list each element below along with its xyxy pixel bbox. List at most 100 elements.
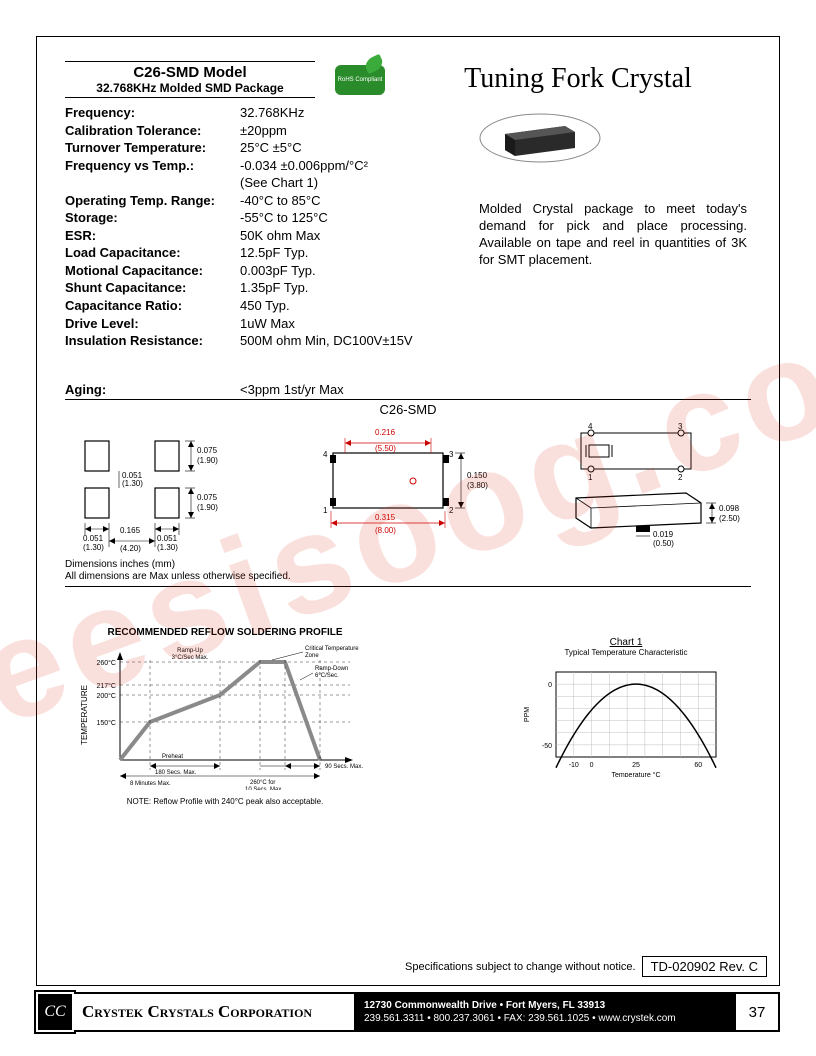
svg-text:Critical Temperature: Critical Temperature bbox=[305, 646, 359, 652]
disclaimer-text: Specifications subject to change without… bbox=[405, 961, 636, 973]
spec-row: Load Capacitance:12.5pF Typ. bbox=[65, 244, 445, 262]
svg-text:1: 1 bbox=[588, 473, 593, 482]
svg-text:PPM: PPM bbox=[524, 706, 531, 721]
spec-label bbox=[65, 174, 240, 192]
spec-value: 1.35pF Typ. bbox=[240, 279, 445, 297]
svg-text:0.216: 0.216 bbox=[375, 428, 396, 437]
spec-label: Drive Level: bbox=[65, 315, 240, 333]
svg-text:(8.00): (8.00) bbox=[375, 526, 396, 535]
svg-text:180 Secs. Max.: 180 Secs. Max. bbox=[155, 770, 197, 776]
company-address-line1: 12730 Commonwealth Drive • Fort Myers, F… bbox=[364, 999, 734, 1012]
spec-value: 500M ohm Min, DC100V±15V bbox=[240, 332, 445, 350]
svg-text:10 Secs. Max.: 10 Secs. Max. bbox=[245, 787, 283, 790]
spec-row: Turnover Temperature:25°C ±5°C bbox=[65, 139, 445, 157]
spec-row: Drive Level:1uW Max bbox=[65, 315, 445, 333]
temperature-characteristic-chart: 0-50PPM-1002560Temperature °C bbox=[511, 657, 741, 777]
svg-text:8 Minutes Max.: 8 Minutes Max. bbox=[130, 781, 171, 787]
chart1-title: Chart 1 bbox=[511, 637, 741, 648]
spec-label: Load Capacitance: bbox=[65, 244, 240, 262]
spec-label: Operating Temp. Range: bbox=[65, 192, 240, 210]
spec-value: 25°C ±5°C bbox=[240, 139, 445, 157]
svg-text:0.075: 0.075 bbox=[197, 493, 218, 502]
reflow-title: RECOMMENDED REFLOW SOLDERING PROFILE bbox=[75, 627, 375, 638]
chart1-subtitle: Typical Temperature Characteristic bbox=[511, 648, 741, 657]
page-frame: C26-SMD Model 32.768KHz Molded SMD Packa… bbox=[36, 36, 780, 986]
svg-text:Preheat: Preheat bbox=[162, 754, 183, 760]
footer-spec: Specifications subject to change without… bbox=[405, 956, 767, 977]
aging-row: Aging: <3ppm 1st/yr Max bbox=[65, 382, 751, 400]
svg-text:(1.30): (1.30) bbox=[83, 543, 104, 552]
aging-value: <3ppm 1st/yr Max bbox=[240, 382, 344, 397]
main-title: Tuning Fork Crystal bbox=[405, 61, 751, 95]
spec-value: 450 Typ. bbox=[240, 297, 445, 315]
revision-box: TD-020902 Rev. C bbox=[642, 956, 767, 977]
spec-label: Capacitance Ratio: bbox=[65, 297, 240, 315]
spec-label: Turnover Temperature: bbox=[65, 139, 240, 157]
content-row: Frequency:32.768KHzCalibration Tolerance… bbox=[65, 104, 751, 350]
svg-text:-50: -50 bbox=[542, 743, 552, 750]
reflow-chart-block: RECOMMENDED REFLOW SOLDERING PROFILE TEM… bbox=[75, 627, 375, 806]
svg-text:(1.90): (1.90) bbox=[197, 503, 218, 512]
company-address: 12730 Commonwealth Drive • Fort Myers, F… bbox=[354, 992, 734, 1032]
spec-label: Calibration Tolerance: bbox=[65, 122, 240, 140]
svg-text:150°C: 150°C bbox=[96, 719, 116, 727]
svg-text:25: 25 bbox=[632, 762, 640, 769]
svg-text:2: 2 bbox=[449, 506, 454, 515]
svg-text:-10: -10 bbox=[569, 762, 579, 769]
spec-value: 50K ohm Max bbox=[240, 227, 445, 245]
footprint-diagram: 0.075(1.90)0.075(1.90)0.051(1.30)0.051(1… bbox=[65, 423, 245, 553]
spec-value: ±20ppm bbox=[240, 122, 445, 140]
svg-text:(4.20): (4.20) bbox=[120, 544, 141, 553]
svg-text:Ramp-Up: Ramp-Up bbox=[177, 648, 203, 654]
spec-row: Capacitance Ratio:450 Typ. bbox=[65, 297, 445, 315]
model-title: C26-SMD Model bbox=[65, 64, 315, 81]
svg-text:(0.50): (0.50) bbox=[653, 539, 674, 548]
rohs-badge-icon: RoHS Compliant bbox=[335, 65, 385, 95]
svg-text:3: 3 bbox=[678, 423, 683, 431]
spec-label: Frequency vs Temp.: bbox=[65, 157, 240, 175]
svg-text:2: 2 bbox=[678, 473, 683, 482]
spec-row: Calibration Tolerance:±20ppm bbox=[65, 122, 445, 140]
svg-text:Temperature °C: Temperature °C bbox=[611, 771, 660, 777]
divider bbox=[65, 586, 751, 587]
spec-value: 1uW Max bbox=[240, 315, 445, 333]
diagram-title: C26-SMD bbox=[65, 402, 751, 417]
spec-row: Motional Capacitance:0.003pF Typ. bbox=[65, 262, 445, 280]
svg-text:0.165: 0.165 bbox=[120, 526, 141, 535]
spec-row: Insulation Resistance:500M ohm Min, DC10… bbox=[65, 332, 445, 350]
spec-value: -55°C to 125°C bbox=[240, 209, 445, 227]
spec-row: Frequency vs Temp.:-0.034 ±0.006ppm/°C² bbox=[65, 157, 445, 175]
spec-label: ESR: bbox=[65, 227, 240, 245]
crystal-photo-icon bbox=[475, 110, 605, 166]
dims-note-2: All dimensions are Max unless otherwise … bbox=[65, 571, 751, 583]
schematic-side-diagram: 43120.098(2.50)0.019(0.50) bbox=[551, 423, 751, 553]
spec-value: -0.034 ±0.006ppm/°C² bbox=[240, 157, 445, 175]
spec-row: Operating Temp. Range:-40°C to 85°C bbox=[65, 192, 445, 210]
svg-text:0: 0 bbox=[590, 762, 594, 769]
page-number: 37 bbox=[734, 992, 780, 1032]
svg-text:4: 4 bbox=[323, 450, 328, 459]
reflow-note: NOTE: Reflow Profile with 240°C peak als… bbox=[75, 797, 375, 806]
svg-text:0.019: 0.019 bbox=[653, 530, 674, 539]
spec-value: 12.5pF Typ. bbox=[240, 244, 445, 262]
svg-text:(3.80): (3.80) bbox=[467, 481, 488, 490]
svg-text:0.150: 0.150 bbox=[467, 471, 488, 480]
svg-text:(5.50): (5.50) bbox=[375, 444, 396, 453]
svg-text:6°C/Sec.: 6°C/Sec. bbox=[315, 673, 339, 679]
specs-table: Frequency:32.768KHzCalibration Tolerance… bbox=[65, 104, 445, 350]
svg-text:(2.50): (2.50) bbox=[719, 514, 740, 523]
spec-value: -40°C to 85°C bbox=[240, 192, 445, 210]
rohs-text: RoHS Compliant bbox=[338, 77, 383, 83]
dims-note-1: Dimensions inches (mm) bbox=[65, 559, 751, 571]
right-column: Molded Crystal package to meet today's d… bbox=[475, 104, 751, 350]
company-logo-icon: CC bbox=[36, 992, 74, 1032]
svg-text:217°C: 217°C bbox=[96, 682, 116, 690]
spec-value: 32.768KHz bbox=[240, 104, 445, 122]
svg-text:3°C/Sec Max.: 3°C/Sec Max. bbox=[172, 655, 209, 661]
spec-label: Motional Capacitance: bbox=[65, 262, 240, 280]
svg-text:260°C for: 260°C for bbox=[250, 780, 275, 786]
charts-row: RECOMMENDED REFLOW SOLDERING PROFILE TEM… bbox=[65, 627, 751, 806]
svg-text:(1.30): (1.30) bbox=[157, 543, 178, 552]
model-subtitle: 32.768KHz Molded SMD Package bbox=[65, 81, 315, 95]
company-address-line2: 239.561.3311 • 800.237.3061 • FAX: 239.5… bbox=[364, 1012, 734, 1025]
